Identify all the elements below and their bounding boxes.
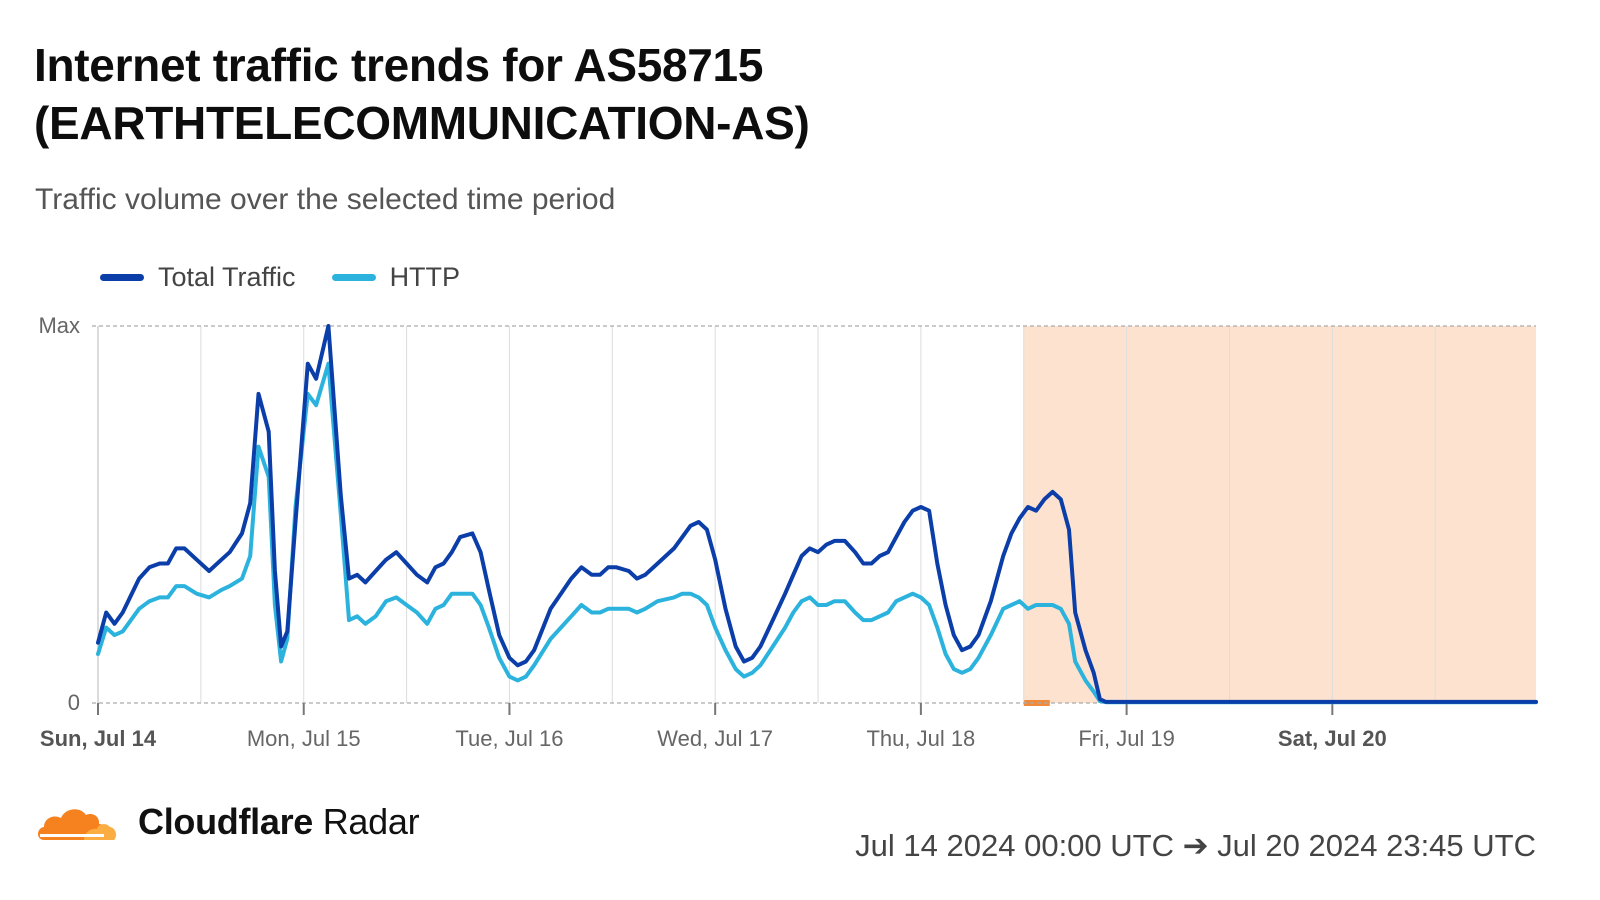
x-tick-label: Thu, Jul 18 [866,726,975,751]
legend-swatch-total [100,274,144,281]
legend-swatch-http [331,274,376,281]
legend-item-total[interactable]: Total Traffic [100,262,296,293]
brand-name: Cloudflare Radar [138,801,420,843]
x-tick-label: Mon, Jul 15 [247,726,361,751]
series-line-http [96,361,1538,705]
tick-label-layer: Max 0 Sun, Jul 14 Mon, Jul 15 Tue, Jul 16 Wed… [38,313,1386,751]
x-tick-label: Tue, Jul 16 [455,726,563,751]
page-subtitle: Traffic volume over the selected time pe… [35,183,616,216]
chart-legend: Total Traffic HTTP [100,262,496,293]
series-layer [96,324,1538,705]
legend-label-http: HTTP [389,262,461,292]
legend-item-http[interactable]: HTTP [331,262,461,293]
brand-lockup[interactable]: Cloudflare Radar [34,800,420,844]
x-tick-label: Fri, Jul 19 [1078,726,1175,751]
grid-layer [200,326,1436,703]
x-tick-label: Wed, Jul 17 [657,726,773,751]
brand-name-light: Radar [322,801,420,842]
y-label-max: Max [38,313,80,338]
date-range: Jul 14 2024 00:00 UTC ➔ Jul 20 2024 23:4… [855,828,1536,863]
series-line-total [96,324,1538,704]
legend-label-total: Total Traffic [158,262,296,292]
outage-region [1023,326,1536,703]
cloud-logo-icon [38,809,117,840]
y-label-zero: 0 [68,690,80,715]
outage-region-layer [1023,326,1536,706]
brand-name-bold: Cloudflare [138,801,314,842]
x-tick-label: Sun, Jul 14 [40,726,157,751]
page-title: Internet traffic trends for AS58715 (EAR… [34,39,810,149]
x-tick-label: Sat, Jul 20 [1278,726,1387,751]
